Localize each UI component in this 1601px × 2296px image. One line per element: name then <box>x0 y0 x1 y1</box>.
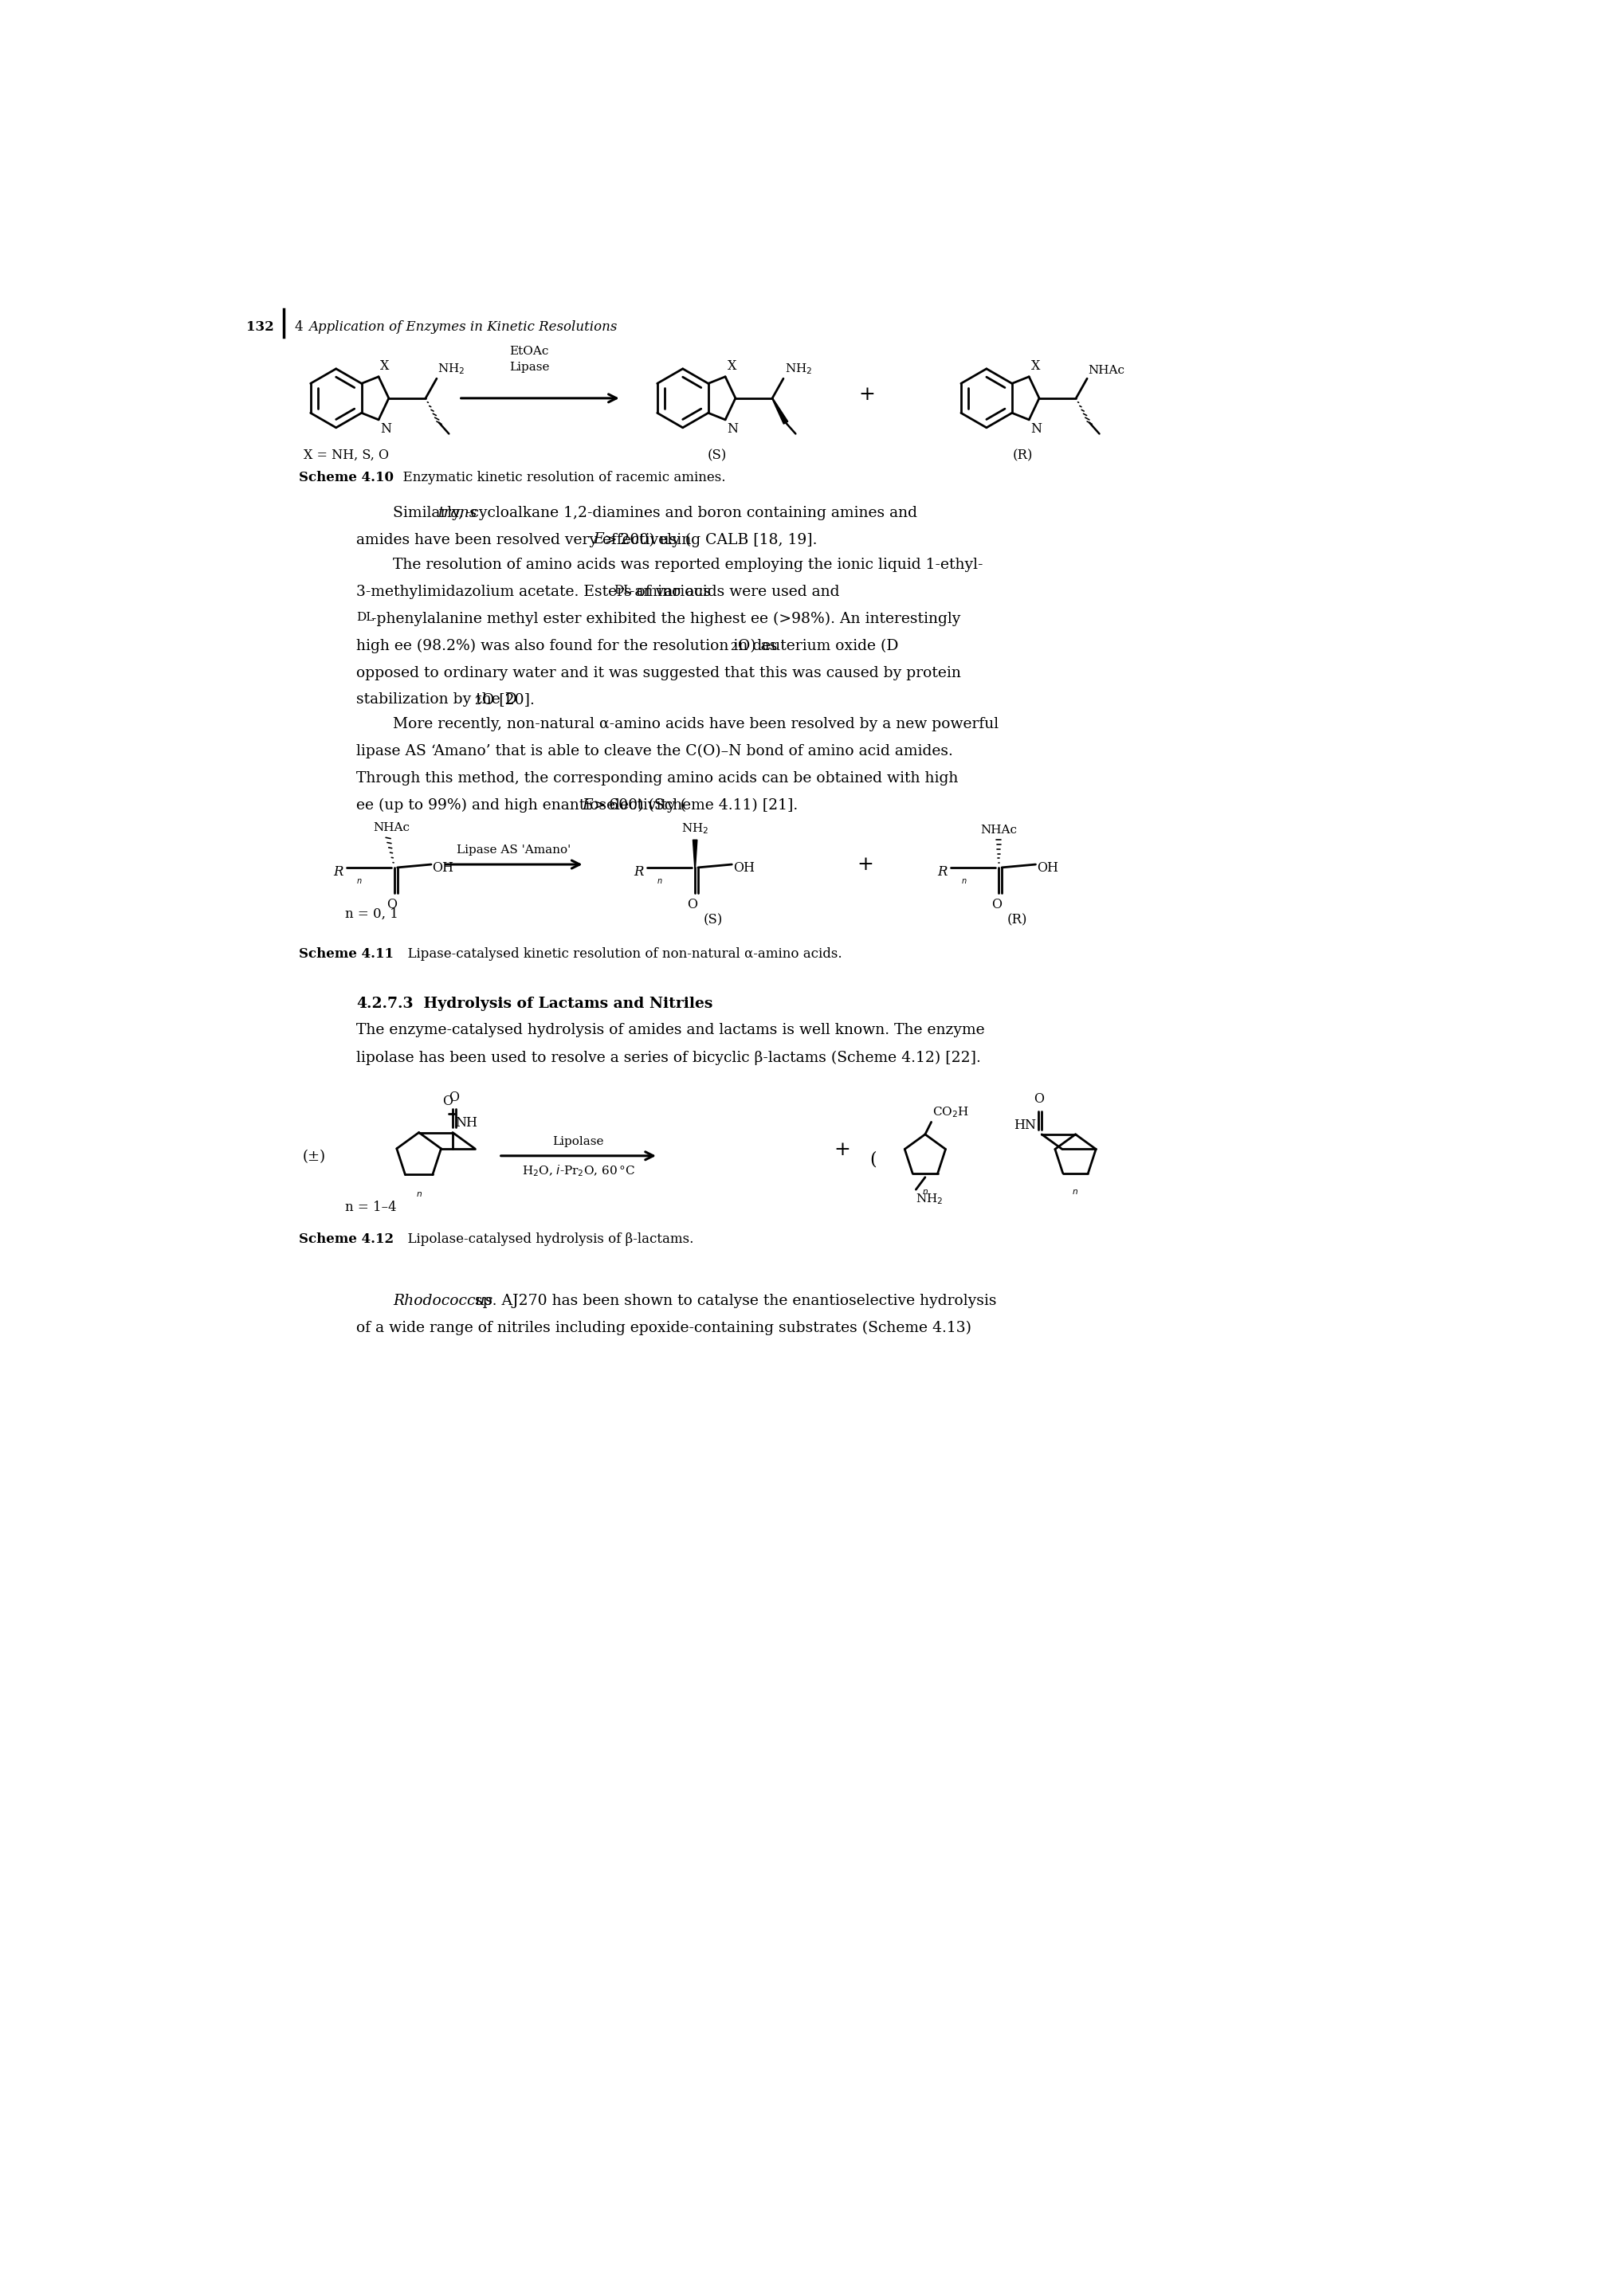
Text: $_n$: $_n$ <box>922 1185 929 1196</box>
Text: -amino acids were used and: -amino acids were used and <box>629 585 839 599</box>
Text: OH: OH <box>432 861 455 875</box>
Text: Similarly,: Similarly, <box>394 505 467 519</box>
Text: Rhodococcus: Rhodococcus <box>394 1295 493 1309</box>
Text: 4.2.7.3: 4.2.7.3 <box>357 996 413 1010</box>
Text: EtOAc: EtOAc <box>509 347 549 358</box>
Text: O: O <box>387 898 397 912</box>
Text: X: X <box>1031 360 1041 372</box>
Text: R: R <box>938 866 948 879</box>
Text: $_n$: $_n$ <box>656 875 663 886</box>
Text: stabilization by the D: stabilization by the D <box>357 693 517 707</box>
Text: X: X <box>727 360 736 372</box>
Text: (S): (S) <box>708 448 727 461</box>
Text: Application of Enzymes in Kinetic Resolutions: Application of Enzymes in Kinetic Resolu… <box>309 321 616 333</box>
Text: +: + <box>834 1141 850 1159</box>
Text: Scheme 4.10: Scheme 4.10 <box>299 471 394 484</box>
Text: amides have been resolved very effectively (: amides have been resolved very effective… <box>357 533 692 546</box>
Text: R: R <box>634 866 644 879</box>
Text: $_n$: $_n$ <box>961 875 967 886</box>
Text: Enzymatic kinetic resolution of racemic amines.: Enzymatic kinetic resolution of racemic … <box>394 471 725 484</box>
Text: N: N <box>381 422 392 436</box>
Text: 4: 4 <box>295 321 312 333</box>
Polygon shape <box>772 397 788 425</box>
Text: 2: 2 <box>474 696 480 707</box>
Text: Through this method, the corresponding amino acids can be obtained with high: Through this method, the corresponding a… <box>357 771 959 785</box>
Text: NHAc: NHAc <box>1089 365 1126 377</box>
Text: The resolution of amino acids was reported employing the ionic liquid 1-ethyl-: The resolution of amino acids was report… <box>394 558 983 572</box>
Text: R: R <box>333 866 343 879</box>
Text: Lipolase: Lipolase <box>552 1137 604 1148</box>
Text: DL: DL <box>615 585 632 597</box>
Text: O: O <box>687 898 698 912</box>
Text: (S): (S) <box>703 914 724 928</box>
Text: 3-methylimidazolium acetate. Esters of various: 3-methylimidazolium acetate. Esters of v… <box>357 585 716 599</box>
Text: More recently, non-natural α-amino acids have been resolved by a new powerful: More recently, non-natural α-amino acids… <box>394 716 999 732</box>
Text: DL: DL <box>357 611 375 622</box>
Text: O) as: O) as <box>738 638 776 652</box>
Text: of a wide range of nitriles including epoxide-containing substrates (Scheme 4.13: of a wide range of nitriles including ep… <box>357 1320 972 1336</box>
Text: opposed to ordinary water and it was suggested that this was caused by protein: opposed to ordinary water and it was sug… <box>357 666 961 680</box>
Text: -phenylalanine methyl ester exhibited the highest ee (>98%). An interestingly: -phenylalanine methyl ester exhibited th… <box>371 611 961 627</box>
Text: +: + <box>857 856 874 875</box>
Text: ee (up to 99%) and high enantioselectivity (: ee (up to 99%) and high enantioselectivi… <box>357 799 687 813</box>
Text: Lipase-catalysed kinetic resolution of non-natural α-amino acids.: Lipase-catalysed kinetic resolution of n… <box>399 948 842 960</box>
Text: 2: 2 <box>730 643 736 652</box>
Text: H$_2$O, $i$-Pr$_2$O, 60 °C: H$_2$O, $i$-Pr$_2$O, 60 °C <box>522 1164 636 1178</box>
Text: Lipolase-catalysed hydrolysis of β-lactams.: Lipolase-catalysed hydrolysis of β-lacta… <box>399 1233 693 1247</box>
Text: Lipase AS 'Amano': Lipase AS 'Amano' <box>456 845 572 856</box>
Text: lipase AS ‘Amano’ that is able to cleave the C(O)–N bond of amino acid amides.: lipase AS ‘Amano’ that is able to cleave… <box>357 744 953 758</box>
Text: OH: OH <box>733 861 754 875</box>
Text: O: O <box>1034 1093 1044 1107</box>
Text: > 600) (Scheme 4.11) [21].: > 600) (Scheme 4.11) [21]. <box>591 799 799 813</box>
Polygon shape <box>693 840 696 868</box>
Text: NH$_2$: NH$_2$ <box>784 363 812 377</box>
Text: NHAc: NHAc <box>373 822 410 833</box>
Text: $_n$: $_n$ <box>416 1187 423 1199</box>
Text: NHAc: NHAc <box>980 824 1017 836</box>
Text: (±): (±) <box>303 1150 325 1164</box>
Text: NH$_2$: NH$_2$ <box>437 363 466 377</box>
Text: (R): (R) <box>1007 914 1028 928</box>
Text: $_n$: $_n$ <box>1073 1185 1079 1196</box>
Text: CO$_2$H: CO$_2$H <box>932 1104 969 1120</box>
Text: Lipase: Lipase <box>509 360 549 372</box>
Text: -cycloalkane 1,2-diamines and boron containing amines and: -cycloalkane 1,2-diamines and boron cont… <box>466 505 917 519</box>
Text: NH$_2$: NH$_2$ <box>916 1192 943 1205</box>
Text: n = 0, 1: n = 0, 1 <box>346 907 399 921</box>
Text: Hydrolysis of Lactams and Nitriles: Hydrolysis of Lactams and Nitriles <box>408 996 712 1010</box>
Text: NH: NH <box>455 1116 477 1130</box>
Text: (R): (R) <box>1013 448 1033 461</box>
Text: OH: OH <box>1037 861 1058 875</box>
Text: $_n$: $_n$ <box>357 875 362 886</box>
Text: O [20].: O [20]. <box>482 693 535 707</box>
Text: E: E <box>592 533 604 546</box>
Text: E: E <box>583 799 592 813</box>
Text: X = NH, S, O: X = NH, S, O <box>304 448 389 461</box>
Text: O: O <box>448 1091 459 1104</box>
Text: lipolase has been used to resolve a series of bicyclic β-lactams (Scheme 4.12) [: lipolase has been used to resolve a seri… <box>357 1049 981 1065</box>
Text: 132: 132 <box>247 321 274 333</box>
Text: O: O <box>442 1095 453 1109</box>
Text: X: X <box>381 360 389 372</box>
Text: (: ( <box>869 1150 877 1169</box>
Text: high ee (98.2%) was also found for the resolution in deuterium oxide (D: high ee (98.2%) was also found for the r… <box>357 638 898 654</box>
Text: > 200) using CALB [18, 19].: > 200) using CALB [18, 19]. <box>602 533 818 546</box>
Text: Scheme 4.12: Scheme 4.12 <box>299 1233 394 1247</box>
Text: NH$_2$: NH$_2$ <box>682 822 709 836</box>
Text: trans: trans <box>439 505 477 519</box>
Text: The enzyme-catalysed hydrolysis of amides and lactams is well known. The enzyme: The enzyme-catalysed hydrolysis of amide… <box>357 1024 985 1038</box>
Text: N: N <box>727 422 738 436</box>
Text: +: + <box>858 386 876 404</box>
Text: N: N <box>1031 422 1042 436</box>
Text: Scheme 4.11: Scheme 4.11 <box>299 948 394 960</box>
Text: O: O <box>991 898 1002 912</box>
Text: n = 1–4: n = 1–4 <box>346 1201 397 1215</box>
Text: sp. AJ270 has been shown to catalyse the enantioselective hydrolysis: sp. AJ270 has been shown to catalyse the… <box>471 1295 997 1309</box>
Text: HN: HN <box>1013 1118 1036 1132</box>
